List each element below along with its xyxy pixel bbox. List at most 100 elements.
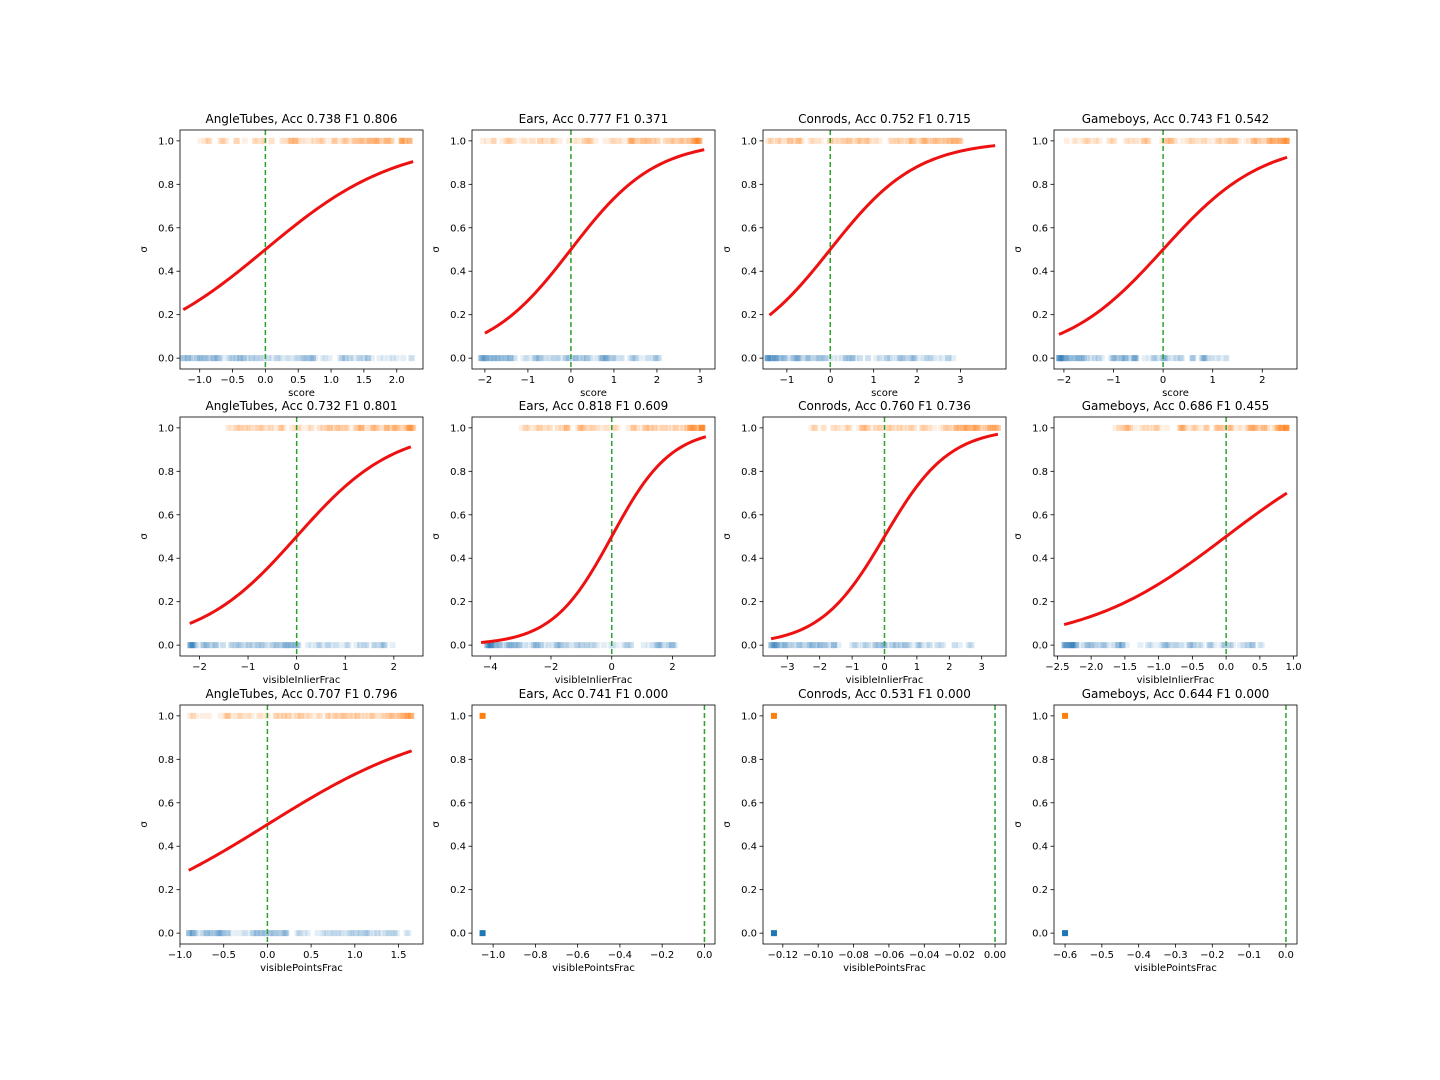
negative-point: [496, 642, 503, 649]
positive-point: [387, 137, 394, 144]
negative-point: [652, 355, 659, 362]
negative-point: [391, 930, 398, 937]
positive-point: [1275, 424, 1282, 431]
negative-point: [196, 355, 203, 362]
positive-point: [351, 712, 358, 719]
positive-point: [372, 424, 379, 431]
positive-point: [839, 137, 846, 144]
negative-point: [655, 355, 662, 362]
positive-point: [490, 137, 497, 144]
negative-point: [1076, 642, 1083, 649]
positive-point: [407, 712, 414, 719]
positive-point: [943, 424, 950, 431]
sigmoid-curve: [768, 144, 996, 317]
positive-point: [638, 137, 645, 144]
negative-point: [1196, 642, 1203, 649]
positive-point: [334, 424, 341, 431]
positive-point: [307, 712, 314, 719]
positive-point: [581, 424, 588, 431]
positive-point: [873, 424, 880, 431]
positive-point: [406, 137, 413, 144]
positive-point: [383, 424, 390, 431]
negative-point: [258, 930, 265, 937]
positive-point: [205, 137, 212, 144]
negative-point: [796, 642, 803, 649]
subplot-title: Gameboys, Acc 0.686 F1 0.455: [1082, 399, 1270, 413]
y-tick-label: 0.2: [450, 885, 466, 896]
positive-point: [273, 712, 280, 719]
plot-area: [185, 705, 415, 944]
negative-point: [852, 642, 859, 649]
positive-point: [383, 424, 390, 431]
y-tick-label: 0.8: [741, 180, 757, 191]
negative-point: [494, 355, 501, 362]
positive-point: [364, 137, 371, 144]
negative-point: [479, 355, 486, 362]
negative-point: [393, 930, 400, 937]
negative-point: [184, 355, 191, 362]
negative-point: [1087, 642, 1094, 649]
y-tick-label: 0.8: [741, 755, 757, 766]
negative-point: [816, 355, 823, 362]
negative-point: [282, 930, 289, 937]
positive-point: [589, 424, 596, 431]
positive-point: [854, 137, 861, 144]
positive-point: [904, 424, 911, 431]
negative-point: [578, 642, 585, 649]
negative-point: [807, 355, 814, 362]
negative-point: [1061, 355, 1068, 362]
negative-point: [653, 642, 660, 649]
negative-point: [622, 642, 629, 649]
positive-point: [1177, 424, 1184, 431]
negative-point: [924, 355, 931, 362]
positive-point: [233, 137, 240, 144]
negative-point: [806, 355, 813, 362]
positive-point: [1190, 137, 1197, 144]
negative-point: [189, 930, 196, 937]
positive-point: [1168, 137, 1175, 144]
negative-point: [769, 355, 776, 362]
positive-point: [696, 137, 703, 144]
positive-point: [522, 424, 529, 431]
positive-point: [1243, 137, 1250, 144]
positive-point: [565, 137, 572, 144]
positive-point: [665, 424, 672, 431]
negative-point: [773, 642, 780, 649]
negative-point: [1258, 642, 1265, 649]
positive-point: [950, 424, 957, 431]
positive-point: [302, 137, 309, 144]
negative-point: [900, 642, 907, 649]
positive-point: [382, 424, 389, 431]
negative-point: [1153, 355, 1160, 362]
negative-point: [1104, 642, 1111, 649]
negative-point: [525, 355, 532, 362]
positive-point: [989, 424, 996, 431]
negative-point: [654, 642, 661, 649]
subplot-title: Ears, Acc 0.818 F1 0.609: [519, 399, 669, 413]
positive-point: [255, 424, 262, 431]
negative-point: [212, 642, 219, 649]
positive-point: [391, 424, 398, 431]
negative-point: [903, 642, 910, 649]
negative-point: [213, 930, 220, 937]
negative-point: [772, 355, 779, 362]
negative-point: [1062, 642, 1069, 649]
positive-point: [1271, 424, 1278, 431]
positive-point: [1204, 424, 1211, 431]
negative-point: [848, 355, 855, 362]
positive-point: [333, 712, 340, 719]
negative-point: [597, 355, 604, 362]
positive-point: [344, 712, 351, 719]
negative-point: [899, 355, 906, 362]
negative-point: [357, 642, 364, 649]
positive-point: [668, 137, 675, 144]
subplot-title: Gameboys, Acc 0.743 F1 0.542: [1082, 112, 1270, 126]
negative-point: [389, 355, 396, 362]
negative-point: [203, 642, 210, 649]
negative-point: [484, 642, 491, 649]
negative-point: [923, 642, 930, 649]
positive-point: [698, 424, 705, 431]
y-tick-label: 0.0: [158, 929, 174, 940]
negative-point: [1065, 355, 1072, 362]
positive-point: [342, 137, 349, 144]
